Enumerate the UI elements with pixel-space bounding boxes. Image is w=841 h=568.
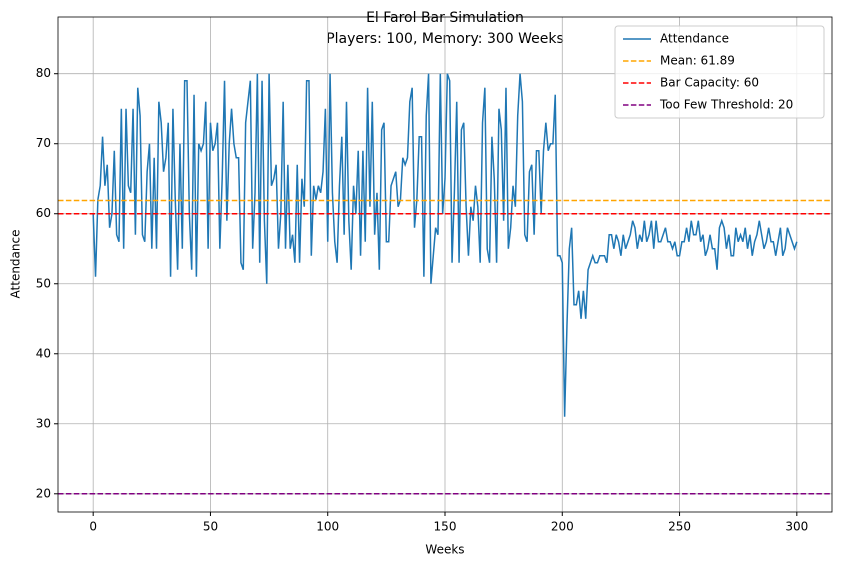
plot-frame (57, 16, 833, 513)
x-tick-label: 150 (434, 520, 457, 534)
legend: Attendance Mean: 61.89 Bar Capacity: 60 Too… (614, 25, 825, 119)
y-tick-label: 70 (36, 136, 51, 150)
y-tick-label: 60 (36, 206, 51, 220)
x-tick-label: 250 (668, 520, 691, 534)
legend-box (614, 25, 825, 119)
y-tick-label: 20 (36, 486, 51, 500)
y-tick-label: 50 (36, 276, 51, 290)
y-axis-label: Attendance (9, 230, 23, 299)
legend-label: Too Few Threshold: 20 (659, 98, 793, 112)
x-axis-label: Weeks (425, 543, 464, 557)
legend-label: Mean: 61.89 (660, 54, 735, 68)
legend-label: Attendance (660, 32, 729, 46)
x-tick-label: 0 (89, 520, 97, 534)
data-line (92, 73, 798, 417)
y-tick-label: 80 (36, 66, 51, 80)
x-tick-label: 200 (551, 520, 574, 534)
x-tick-label: 50 (203, 520, 218, 534)
y-tick-label: 40 (36, 346, 51, 360)
x-tick-label: 100 (316, 520, 339, 534)
y-tick-label: 30 (36, 416, 51, 430)
legend-label: Bar Capacity: 60 (660, 76, 759, 90)
x-tick-label: 300 (785, 520, 808, 534)
